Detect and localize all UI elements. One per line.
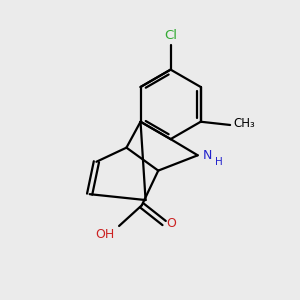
Text: N: N (203, 149, 212, 162)
Text: O: O (167, 217, 176, 230)
Text: Cl: Cl (164, 29, 177, 42)
Text: OH: OH (95, 228, 115, 241)
Text: H: H (215, 157, 223, 167)
Text: CH₃: CH₃ (233, 117, 255, 130)
